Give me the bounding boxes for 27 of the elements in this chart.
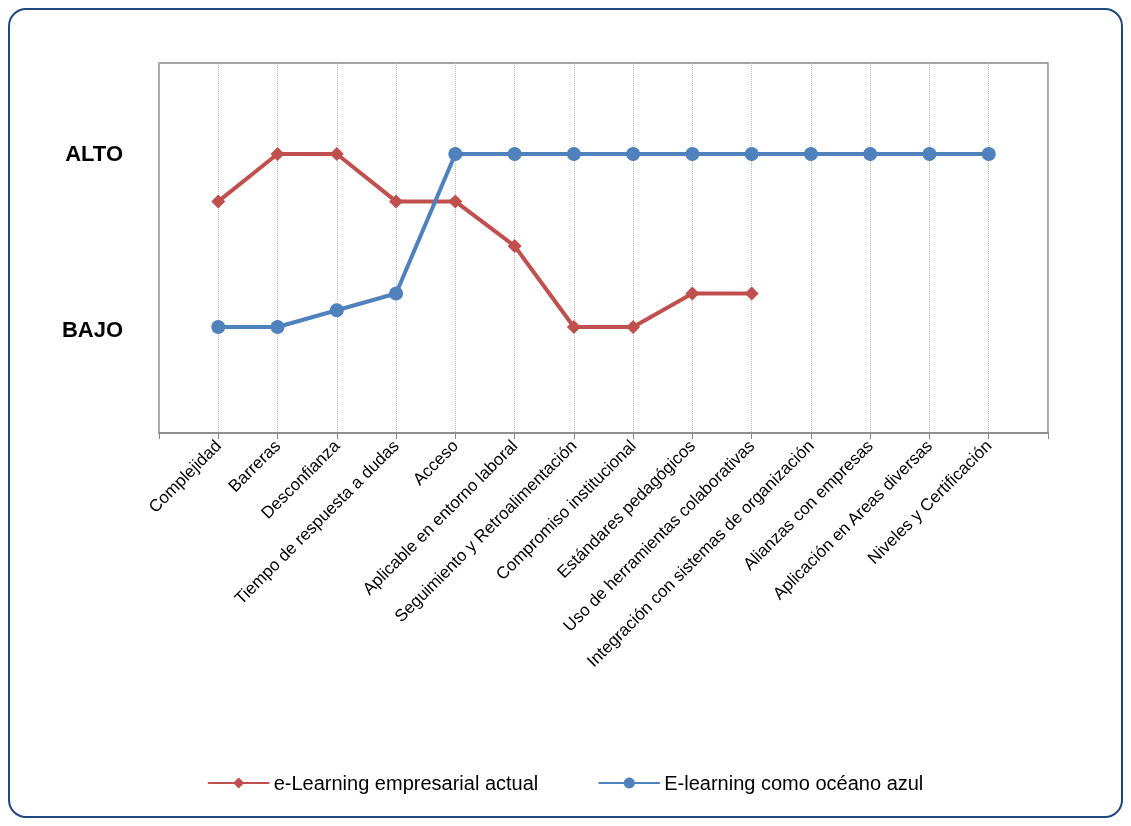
point (744, 146, 759, 161)
point (685, 146, 700, 161)
point (981, 146, 996, 161)
point (744, 286, 759, 301)
point (566, 146, 581, 161)
point (566, 319, 581, 334)
point (270, 146, 285, 161)
point (507, 239, 522, 254)
point (329, 303, 344, 318)
point (389, 286, 404, 301)
point (389, 194, 404, 209)
point (626, 319, 641, 334)
point (507, 146, 522, 161)
point (211, 194, 226, 209)
text: ALTO (65, 140, 123, 166)
point (803, 146, 818, 161)
text: BAJO (61, 316, 123, 342)
point (685, 286, 700, 301)
point (448, 194, 463, 209)
point (626, 146, 641, 161)
point (863, 146, 878, 161)
point (211, 319, 226, 334)
legend-label: e-Learning empresarial actual (273, 772, 539, 794)
legend-label: E-learning como océano azul (664, 772, 924, 794)
point (922, 146, 937, 161)
point (448, 146, 463, 161)
point (270, 319, 285, 334)
